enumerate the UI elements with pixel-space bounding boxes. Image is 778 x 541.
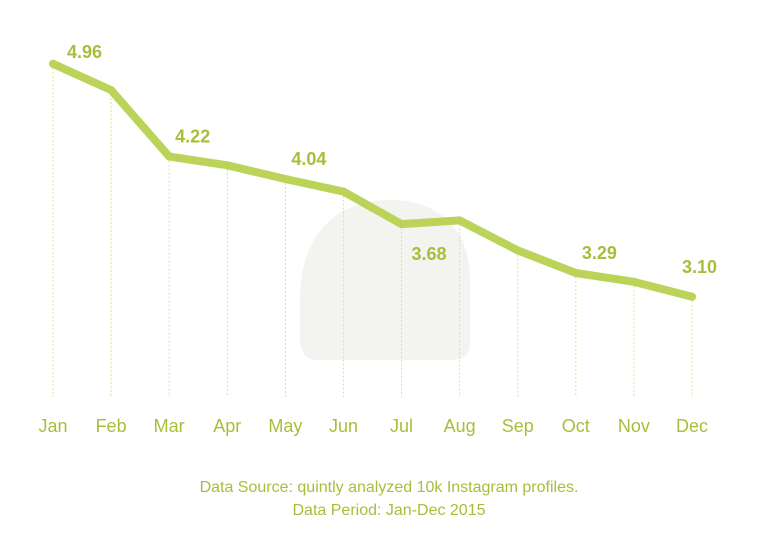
value-label-may: 4.04 bbox=[291, 149, 326, 169]
trend-line-group bbox=[49, 59, 696, 301]
watermark-logo-icon bbox=[300, 200, 470, 360]
data-point-mar bbox=[165, 152, 174, 161]
value-label-jan: 4.96 bbox=[67, 42, 102, 62]
trend-line bbox=[49, 59, 696, 301]
data-point-aug bbox=[455, 216, 464, 225]
data-source-note: Data Source: quintly analyzed 10k Instag… bbox=[199, 479, 579, 496]
data-point-sep bbox=[513, 246, 522, 255]
data-point-jul bbox=[397, 220, 406, 229]
month-labels: Jan Feb Mar Apr May Jun Jul Aug Sep Oct Nov Dec bbox=[38, 416, 708, 436]
data-point-jun bbox=[339, 187, 348, 196]
data-point-may bbox=[281, 175, 290, 184]
month-label-apr: Apr bbox=[213, 416, 241, 436]
data-point-jan bbox=[49, 59, 57, 68]
month-label-dec: Dec bbox=[676, 416, 708, 436]
value-label-dec: 3.10 bbox=[682, 257, 717, 277]
data-point-apr bbox=[223, 161, 232, 170]
data-period-note: Data Period: Jan-Dec 2015 bbox=[292, 502, 486, 519]
month-label-aug: Aug bbox=[444, 416, 476, 436]
month-label-jun: Jun bbox=[329, 416, 358, 436]
month-label-jan: Jan bbox=[38, 416, 67, 436]
value-label-oct: 3.29 bbox=[582, 243, 617, 263]
data-point-dec bbox=[688, 292, 696, 301]
value-labels: 4.96 4.22 4.04 3.68 3.29 3.10 bbox=[67, 42, 717, 277]
month-label-feb: Feb bbox=[96, 416, 127, 436]
month-label-sep: Sep bbox=[502, 416, 534, 436]
data-point-nov bbox=[629, 277, 638, 286]
month-label-may: May bbox=[268, 416, 302, 436]
value-label-mar: 4.22 bbox=[175, 126, 210, 146]
month-label-mar: Mar bbox=[154, 416, 185, 436]
month-label-nov: Nov bbox=[618, 416, 650, 436]
month-label-jul: Jul bbox=[390, 416, 413, 436]
data-point-feb bbox=[107, 86, 116, 95]
drop-lines bbox=[52, 63, 693, 397]
value-label-jul: 3.68 bbox=[412, 244, 447, 264]
month-label-oct: Oct bbox=[562, 416, 590, 436]
data-point-oct bbox=[571, 268, 580, 277]
